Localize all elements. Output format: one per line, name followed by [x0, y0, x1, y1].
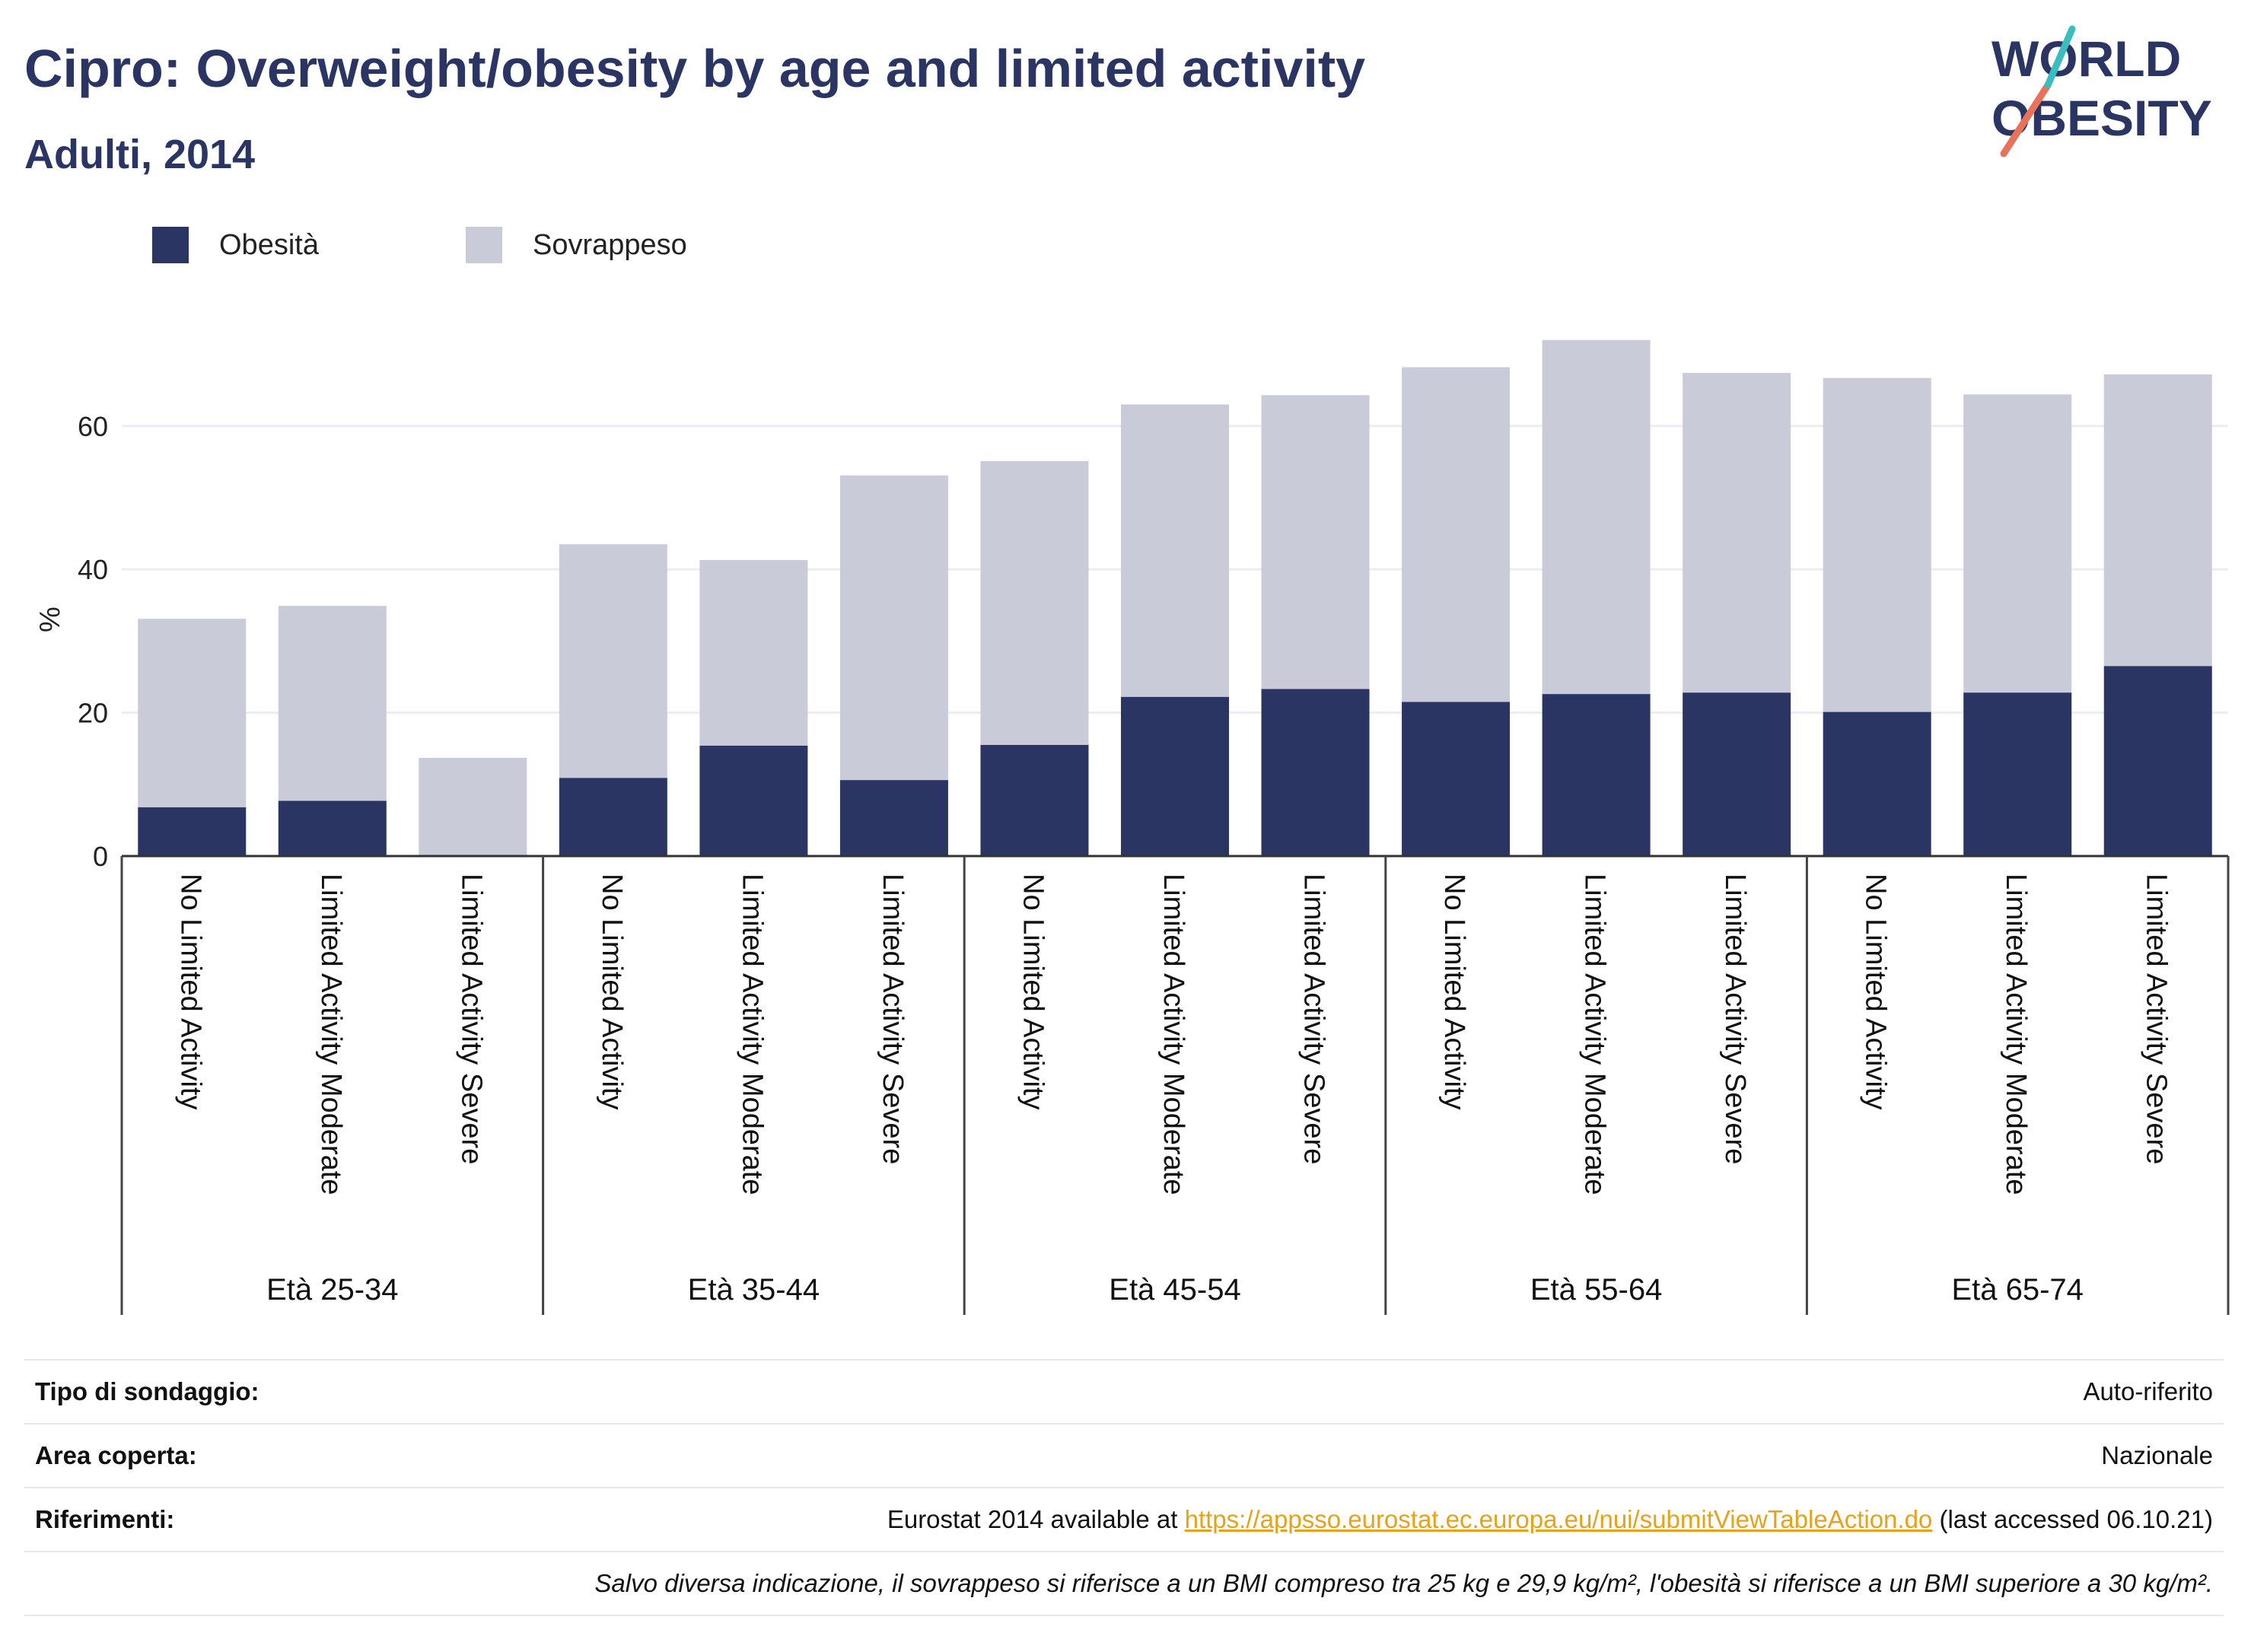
bar-obesity [138, 807, 247, 856]
bar-overweight [980, 460, 1089, 745]
x-category-label: No Limited Activity [1438, 874, 1470, 1109]
x-category-label: No Limited Activity [174, 874, 206, 1109]
bar-overweight [839, 475, 948, 781]
references-link[interactable]: https://appsso.eurostat.ec.europa.eu/nui… [1184, 1505, 1933, 1533]
chart-subtitle: Adulti, 2014 [24, 132, 256, 177]
chart-title: Cipro: Overweight/obesity by age and lim… [24, 39, 1366, 98]
bar-obesity [980, 744, 1089, 856]
bar-overweight [559, 544, 667, 778]
x-category-label: No Limited Activity [1017, 874, 1049, 1109]
x-category-label: Limited Activity Severe [2141, 874, 2173, 1164]
logo-slash-teal-icon [2044, 25, 2076, 89]
x-category-label: Limited Activity Moderate [1157, 874, 1189, 1195]
bar-chart: 0 20 40 60% No Limited Activity Limited Activ… [34, 339, 2230, 1315]
bar-overweight [699, 559, 808, 746]
bar-overweight [1683, 373, 1791, 693]
x-group-label: Età 35-44 [688, 1273, 820, 1307]
bar-obesity [1683, 692, 1791, 856]
bar-overweight [278, 606, 387, 801]
x-category-label: No Limited Activity [1860, 874, 1892, 1109]
y-tick-label: 60 [78, 411, 108, 442]
bar-obesity [1402, 702, 1511, 856]
x-category-label: No Limited Activity [596, 874, 628, 1109]
references-suffix: (last accessed 06.10.21) [1939, 1505, 2213, 1533]
x-category-label: Limited Activity Moderate [315, 874, 347, 1195]
references-label: Riferimenti: [35, 1505, 175, 1533]
x-category-label: Limited Activity Severe [1298, 874, 1330, 1164]
bar-obesity [699, 745, 808, 856]
x-group-label: Età 65-74 [1951, 1273, 2083, 1307]
world-obesity-logo: WORLD OBESITY [1992, 25, 2212, 158]
bar-obesity [278, 801, 387, 856]
bar-overweight [1261, 395, 1370, 689]
legend-swatch-overweight [466, 227, 502, 263]
x-category-label: Limited Activity Moderate [1579, 874, 1611, 1195]
x-group-label: Età 45-54 [1109, 1273, 1240, 1307]
legend-swatch-obesity [152, 227, 189, 263]
bar-overweight [1121, 404, 1229, 697]
bar-obesity [559, 778, 667, 856]
bar-obesity [1542, 694, 1651, 856]
x-category-label: Limited Activity Severe [877, 874, 909, 1164]
legend-label-overweight: Sovrappeso [533, 229, 687, 261]
y-tick-label: 0 [93, 841, 108, 872]
bar-overweight [1542, 339, 1651, 695]
y-tick-label: 40 [78, 554, 108, 585]
bar-obesity [1963, 692, 2072, 856]
area-label: Area coperta: [35, 1441, 197, 1469]
references-prefix: Eurostat 2014 available at [887, 1505, 1178, 1533]
logo-word-1: WORLD [1992, 30, 2181, 87]
logo-slash-red-icon [2000, 81, 2052, 158]
x-group-label: Età 55-64 [1530, 1273, 1662, 1307]
bar-obesity [1121, 696, 1229, 856]
area-value: Nazionale [2101, 1441, 2213, 1469]
bar-overweight [419, 757, 527, 856]
legend-label-obesity: Obesità [219, 229, 319, 261]
y-axis-label: % [34, 606, 66, 632]
bar-overweight [1963, 394, 2072, 693]
bar-overweight [2103, 374, 2212, 667]
x-category-label: Limited Activity Moderate [2000, 874, 2032, 1195]
references-value: Eurostat 2014 available at https://appss… [887, 1488, 2213, 1551]
bar-obesity [839, 780, 948, 856]
info-row-note: Salvo diversa indicazione, il sovrappeso… [24, 1551, 2224, 1616]
bar-overweight [138, 619, 247, 807]
x-category-label: Limited Activity Severe [1719, 874, 1751, 1164]
bmi-note: Salvo diversa indicazione, il sovrappeso… [594, 1569, 2213, 1597]
info-row-references: Riferimenti: Eurostat 2014 available at … [24, 1487, 2224, 1551]
bar-overweight [1823, 377, 1931, 712]
survey-value: Auto-riferito [2083, 1377, 2213, 1405]
survey-label: Tipo di sondaggio: [35, 1377, 259, 1405]
bar-obesity [1823, 711, 1931, 856]
bar-obesity [1261, 689, 1370, 856]
bar-obesity [2103, 666, 2212, 856]
info-row-area: Area coperta: Nazionale [24, 1423, 2224, 1487]
x-group-label: Età 25-34 [266, 1273, 398, 1307]
x-category-label: Limited Activity Severe [455, 874, 487, 1164]
y-tick-label: 20 [78, 698, 108, 729]
bar-overweight [1402, 367, 1511, 702]
x-category-label: Limited Activity Moderate [736, 874, 768, 1195]
info-row-survey: Tipo di sondaggio: Auto-riferito [24, 1359, 2224, 1423]
info-table: Tipo di sondaggio: Auto-riferito Area co… [24, 1359, 2224, 1616]
